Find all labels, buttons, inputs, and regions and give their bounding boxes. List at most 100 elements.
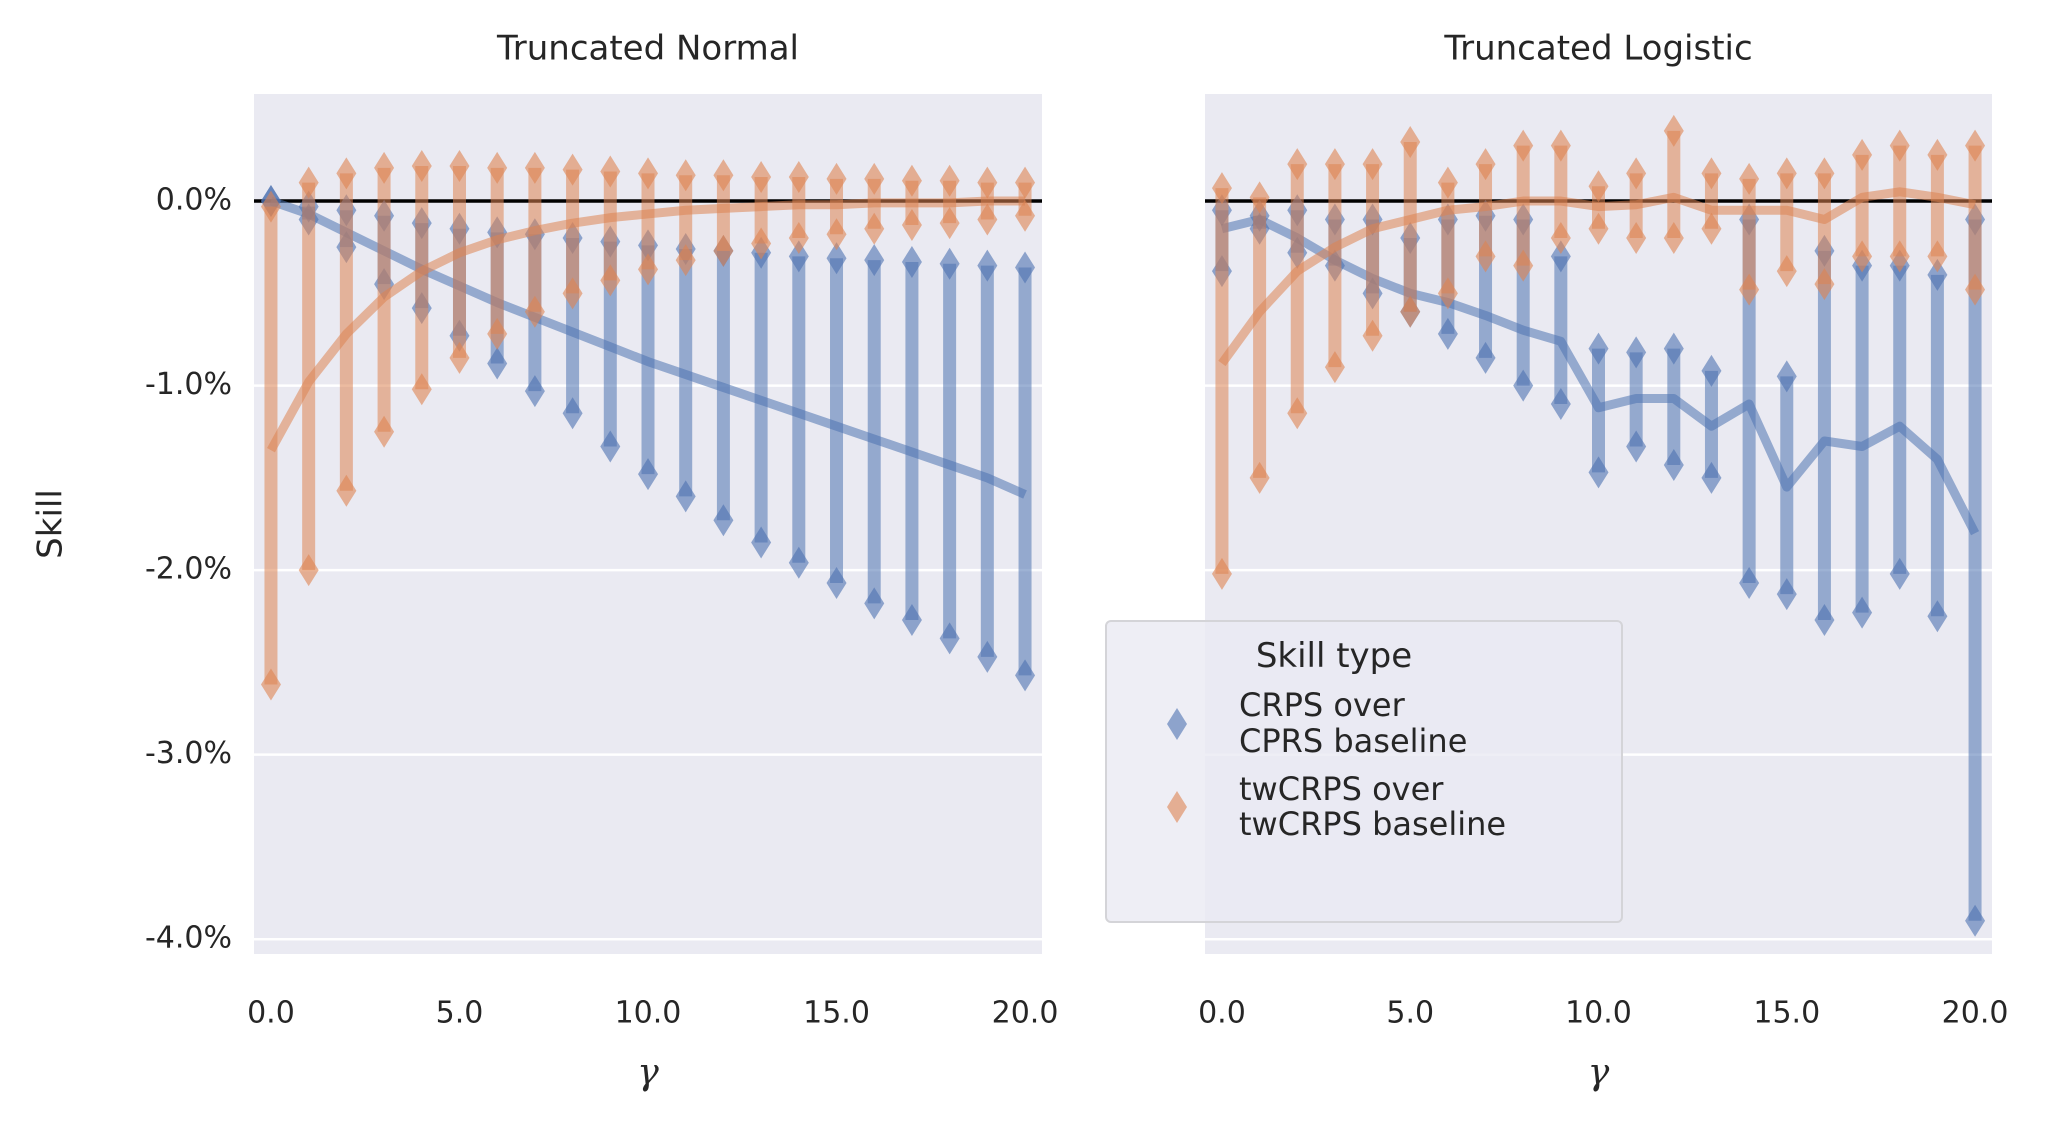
interval-marker xyxy=(1776,360,1797,393)
interval-marker xyxy=(901,164,922,197)
x-axis-label: γ xyxy=(1588,1052,1610,1093)
interval-marker xyxy=(751,227,772,260)
interval-marker xyxy=(1965,129,1986,162)
interval-marker xyxy=(1513,249,1534,282)
interval-marker xyxy=(826,162,847,195)
interval-marker xyxy=(1550,388,1571,421)
interval-marker xyxy=(1663,114,1684,147)
interval-marker xyxy=(939,622,960,655)
interval-marker xyxy=(260,668,281,701)
interval-marker xyxy=(638,157,658,190)
interval-marker xyxy=(864,587,885,620)
interval-marker xyxy=(1287,397,1308,430)
interval-marker xyxy=(864,162,885,195)
y-tick-label: -2.0% xyxy=(145,552,232,587)
interval-marker xyxy=(487,317,508,350)
interval-marker xyxy=(1852,138,1873,171)
interval-marker xyxy=(1889,557,1910,590)
interval-marker xyxy=(1889,129,1910,162)
interval-marker xyxy=(1626,430,1647,463)
mean-line xyxy=(1220,214,1980,536)
interval-marker xyxy=(1362,148,1383,181)
interval-marker xyxy=(977,640,998,673)
interval-marker xyxy=(411,373,432,406)
interval-marker xyxy=(788,221,809,254)
interval-marker xyxy=(1550,221,1571,254)
interval-marker xyxy=(1663,448,1684,481)
interval-marker xyxy=(1701,212,1722,245)
x-tick-label: 0.0 xyxy=(1198,996,1246,1031)
interval-marker xyxy=(1513,129,1534,162)
interval-marker xyxy=(1588,332,1609,365)
interval-marker xyxy=(1588,170,1609,203)
interval-marker xyxy=(1927,258,1948,291)
interval-marker xyxy=(1249,461,1270,494)
interval-marker xyxy=(524,295,545,328)
interval-marker xyxy=(298,166,319,199)
interval-marker xyxy=(1739,567,1760,600)
interval-marker xyxy=(1015,166,1036,199)
interval-marker xyxy=(826,567,847,600)
interval-marker xyxy=(524,375,545,408)
interval-marker xyxy=(1550,129,1571,162)
interval-marker xyxy=(1550,240,1571,273)
y-tick-label: -1.0% xyxy=(145,367,232,402)
interval-marker xyxy=(1776,255,1797,288)
interval-marker xyxy=(1588,212,1609,245)
panel-title: Truncated Logistic xyxy=(1443,29,1752,69)
interval-marker xyxy=(1015,659,1036,692)
interval-marker xyxy=(1701,157,1722,190)
interval-marker xyxy=(1927,138,1948,171)
interval-marker xyxy=(449,149,470,182)
x-tick-label: 20.0 xyxy=(992,996,1059,1031)
interval-marker xyxy=(1626,221,1647,254)
interval-marker xyxy=(1015,199,1036,232)
x-axis-label: γ xyxy=(637,1052,659,1093)
interval-marker xyxy=(1362,319,1383,352)
x-tick-label: 5.0 xyxy=(1386,996,1434,1031)
legend-swatch xyxy=(1167,791,1187,824)
interval-marker xyxy=(600,155,621,188)
mean-line xyxy=(267,196,1026,453)
interval-marker xyxy=(1324,148,1345,181)
interval-marker xyxy=(1626,336,1647,369)
interval-marker xyxy=(1437,166,1458,199)
interval-marker xyxy=(1663,221,1684,254)
interval-marker xyxy=(713,159,734,192)
legend-entry: twCRPS over twCRPS baseline xyxy=(1107,769,1621,844)
interval-marker xyxy=(675,159,696,192)
interval-marker xyxy=(1965,273,1986,306)
interval-marker xyxy=(675,244,696,277)
legend-marker xyxy=(1167,791,1187,824)
y-tick-label: 0.0% xyxy=(156,183,232,218)
interval-marker xyxy=(1475,240,1496,273)
interval-marker xyxy=(1437,317,1458,350)
interval-marker xyxy=(298,554,319,587)
interval-marker xyxy=(788,161,809,194)
interval-marker xyxy=(336,157,357,190)
interval-marker xyxy=(977,203,998,236)
interval-marker xyxy=(1475,341,1496,374)
interval-marker xyxy=(939,164,960,197)
interval-marker xyxy=(411,149,432,182)
interval-marker xyxy=(1814,603,1835,636)
interval-marker xyxy=(374,415,395,448)
y-axis-label: Skill xyxy=(31,489,71,559)
interval-marker xyxy=(260,190,281,223)
interval-marker xyxy=(1211,172,1232,205)
y-tick-label: -4.0% xyxy=(145,921,232,956)
x-tick-label: 5.0 xyxy=(436,996,484,1031)
legend: Skill type CRPS over CPRS baseline twCRPS … xyxy=(1105,620,1623,923)
interval-marker xyxy=(1400,125,1421,158)
legend-label: twCRPS over twCRPS baseline xyxy=(1239,769,1507,844)
interval-marker xyxy=(713,234,734,267)
interval-marker xyxy=(487,151,508,184)
interval-marker xyxy=(826,242,847,275)
interval-marker xyxy=(1927,600,1948,633)
interval-marker xyxy=(1663,332,1684,365)
interval-marker xyxy=(638,253,658,286)
interval-marker xyxy=(751,161,772,194)
interval-marker xyxy=(977,249,998,282)
interval-marker xyxy=(336,474,357,507)
interval-marker xyxy=(1814,157,1835,190)
